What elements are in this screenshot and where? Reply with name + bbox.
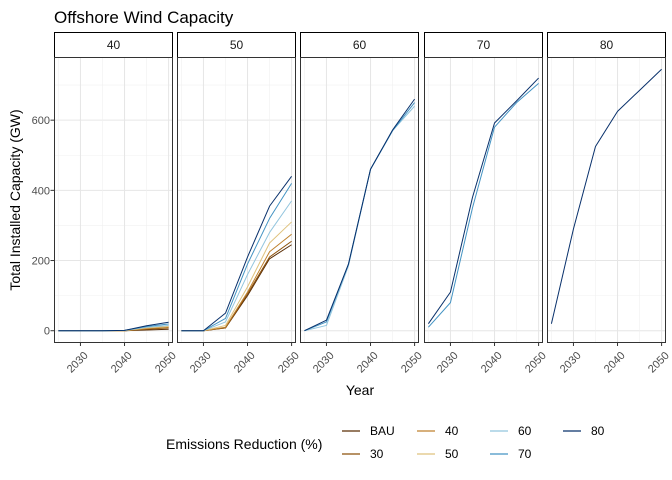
panel-grid	[54, 57, 173, 343]
panel-border	[300, 57, 419, 343]
x-tick-label: 2050	[523, 350, 549, 376]
x-axis-title: Year	[346, 382, 375, 398]
facet-strip	[54, 32, 173, 58]
x-tick-label: 2050	[276, 350, 302, 376]
legend-label: 40	[445, 424, 459, 438]
legend-entry-80: 80	[563, 424, 605, 438]
facet-panel-40: 40 2030 2040 2050	[54, 32, 179, 376]
series-line-80	[58, 321, 169, 332]
series-line-50	[181, 221, 292, 332]
y-tick-label: 0	[44, 326, 50, 338]
legend-label: 60	[518, 424, 532, 438]
legend-entry-50: 50	[417, 447, 459, 461]
panel-border	[177, 57, 296, 343]
facet-strip-label: 60	[353, 38, 367, 52]
legend-label: 30	[370, 447, 384, 461]
panel-grid	[177, 57, 296, 343]
x-tick-label: 2050	[646, 350, 672, 376]
legend-label: 50	[445, 447, 459, 461]
y-axis-title: Total Installed Capacity (GW)	[7, 109, 23, 290]
facet-strip-label: 40	[107, 38, 121, 52]
legend-entry-70: 70	[490, 447, 532, 461]
facet-strip	[300, 32, 419, 58]
y-tick-label: 600	[32, 115, 50, 127]
panel-grid	[547, 57, 666, 343]
facet-strip	[547, 32, 666, 58]
legend-entry-40: 40	[417, 424, 459, 438]
x-tick-label: 2040	[479, 350, 505, 376]
x-tick-label: 2040	[602, 350, 628, 376]
legend-entry-60: 60	[490, 424, 532, 438]
facet-panel-70: 70 2030 2040 2050	[424, 32, 549, 376]
legend-label: 70	[518, 447, 532, 461]
series-line-80	[304, 98, 415, 332]
x-tick-label: 2030	[65, 350, 91, 376]
facet-strip-label: 70	[477, 38, 491, 52]
series-line-40	[181, 233, 292, 332]
facet-strip-label: 80	[600, 38, 614, 52]
panel-border	[424, 57, 543, 343]
series-line-80	[427, 77, 539, 324]
legend-entry-30: 30	[342, 447, 384, 461]
y-tick-label: 400	[32, 185, 50, 197]
x-tick-label: 2040	[232, 350, 258, 376]
x-tick-label: 2030	[188, 350, 214, 376]
legend-label: BAU	[370, 424, 395, 438]
panel-border	[547, 57, 666, 343]
series-line-80	[550, 68, 662, 324]
facet-panel-50: 50 2030 2040 2050	[177, 32, 302, 376]
facet-panel-60: 60 2030 2040 2050	[300, 32, 425, 376]
x-tick-label: 2040	[355, 350, 381, 376]
series-line-70	[428, 82, 539, 328]
x-tick-label: 2030	[311, 350, 337, 376]
facet-panel-80: 80 2030 2040 2050	[547, 32, 672, 376]
x-tick-label: 2030	[435, 350, 461, 376]
chart-title: Offshore Wind Capacity	[54, 8, 234, 27]
panel-border	[54, 57, 173, 343]
legend: BAU 30 40 50 60 70 80	[342, 424, 605, 461]
x-tick-label: 2040	[109, 350, 135, 376]
legend-entry-BAU: BAU	[342, 424, 395, 438]
panel-grid	[300, 57, 419, 343]
series-line-BAU	[181, 244, 292, 332]
x-tick-label: 2050	[399, 350, 425, 376]
legend-label: 80	[591, 424, 605, 438]
x-tick-label: 2030	[558, 350, 584, 376]
legend-title: Emissions Reduction (%)	[166, 436, 322, 452]
y-tick-label: 200	[32, 256, 50, 268]
panel-grid	[424, 57, 543, 343]
series-line-70	[181, 183, 293, 332]
x-tick-label: 2050	[153, 350, 179, 376]
series-line-80	[181, 176, 292, 332]
facet-strip-label: 50	[230, 38, 244, 52]
